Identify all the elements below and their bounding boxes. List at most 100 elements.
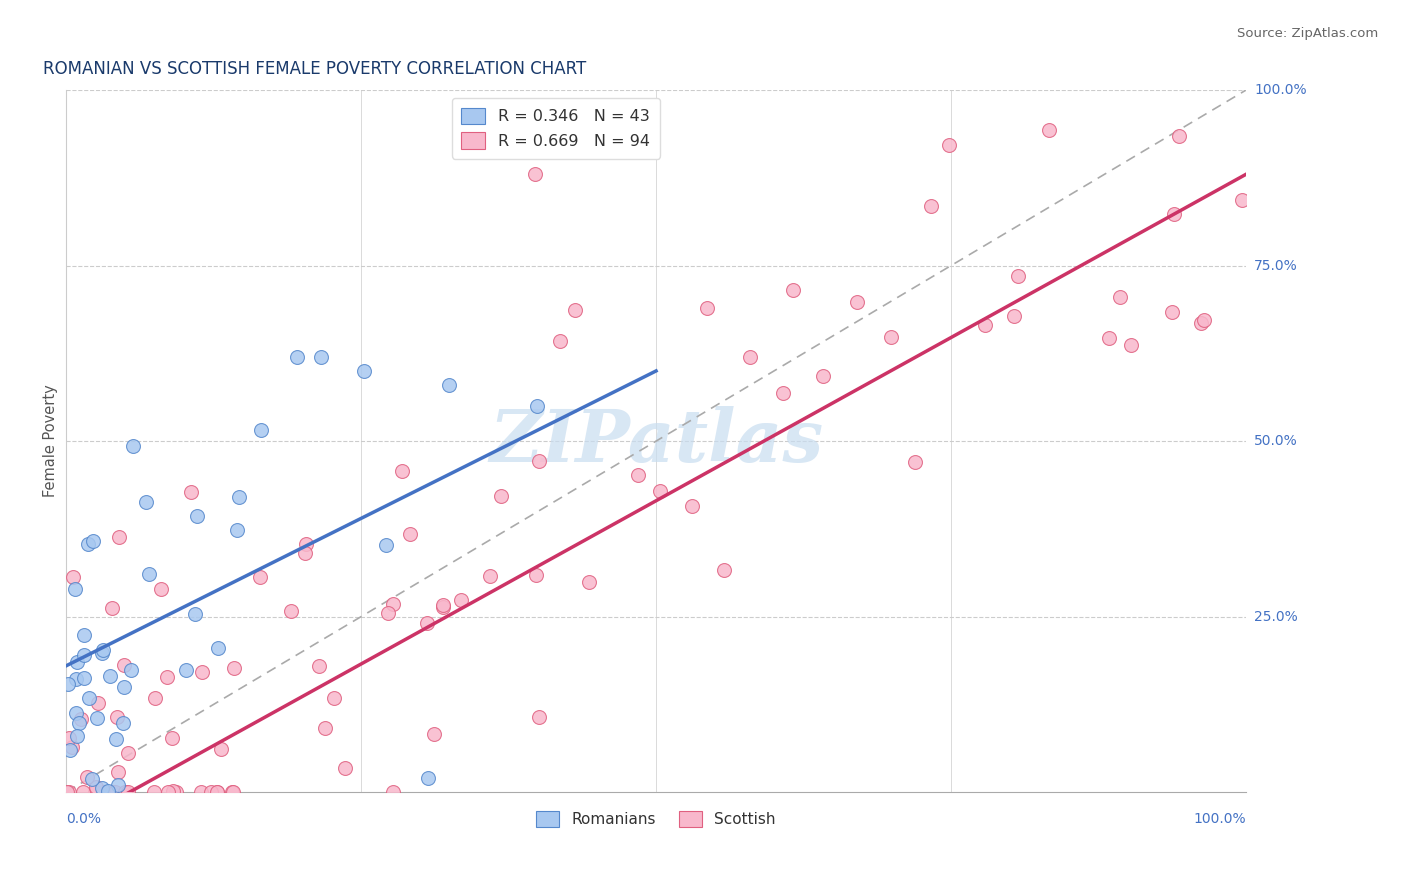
Point (209, 742, 232, 756)
Point (135, 494, 157, 508)
Point (91, 785, 114, 799)
Point (108, 530, 131, 544)
Point (920, 199, 942, 213)
Point (713, 564, 735, 578)
Point (375, 538, 398, 552)
Point (117, 746, 139, 760)
Point (450, 592, 472, 607)
Point (249, 423, 271, 437)
Text: Source: ZipAtlas.com: Source: ZipAtlas.com (1237, 27, 1378, 40)
Text: 100.0%: 100.0% (1254, 83, 1306, 97)
Point (627, 468, 650, 483)
Point (249, 570, 271, 584)
Y-axis label: Female Poverty: Female Poverty (44, 384, 58, 498)
Point (845, 294, 868, 309)
Point (207, 785, 229, 799)
Point (104, 785, 127, 799)
Point (382, 597, 405, 611)
Point (423, 726, 446, 740)
Point (90, 780, 112, 795)
Point (1098, 331, 1121, 345)
Point (226, 523, 249, 537)
Point (100, 785, 122, 799)
Point (191, 665, 214, 680)
Point (69, 712, 91, 726)
Point (782, 283, 804, 297)
Point (938, 138, 960, 153)
Point (90, 646, 112, 660)
Point (112, 680, 135, 694)
Text: 100.0%: 100.0% (1194, 812, 1246, 825)
Point (207, 785, 229, 799)
Point (84, 785, 107, 799)
Point (162, 784, 184, 798)
Point (72, 785, 94, 799)
Legend: Romanians, Scottish: Romanians, Scottish (530, 805, 782, 833)
Point (1189, 316, 1212, 330)
Point (399, 526, 422, 541)
Point (904, 455, 927, 469)
Point (526, 399, 548, 413)
Point (489, 489, 512, 503)
Text: 50.0%: 50.0% (1254, 434, 1298, 448)
Point (1038, 123, 1060, 137)
Point (156, 785, 179, 799)
Point (174, 663, 197, 677)
Point (200, 785, 222, 799)
Point (415, 616, 437, 631)
Point (813, 369, 835, 384)
Point (66, 655, 89, 669)
Text: 25.0%: 25.0% (1254, 609, 1298, 624)
Point (377, 606, 399, 620)
Point (228, 490, 250, 504)
Point (117, 785, 139, 799)
Text: ZIPatlas: ZIPatlas (489, 406, 823, 476)
Point (479, 568, 502, 582)
Point (82, 534, 104, 549)
Point (97, 784, 120, 798)
Point (772, 385, 794, 400)
Point (548, 334, 571, 348)
Point (76, 770, 98, 784)
Point (314, 722, 336, 736)
Point (432, 598, 454, 612)
Point (323, 690, 346, 705)
Point (105, 710, 128, 724)
Point (184, 607, 207, 622)
Point (150, 582, 173, 596)
Point (190, 785, 212, 799)
Point (1192, 312, 1215, 326)
Point (222, 785, 245, 799)
Point (1230, 194, 1253, 208)
Point (73, 648, 96, 663)
Point (308, 659, 330, 673)
Point (696, 301, 718, 315)
Point (91, 642, 114, 657)
Point (1121, 338, 1143, 352)
Point (1163, 207, 1185, 221)
Point (1002, 309, 1025, 323)
Point (738, 350, 761, 364)
Point (418, 771, 440, 785)
Point (72, 671, 94, 685)
Point (578, 575, 600, 590)
Point (101, 600, 124, 615)
Point (207, 640, 229, 655)
Point (648, 484, 671, 499)
Point (98, 669, 121, 683)
Point (107, 779, 129, 793)
Point (564, 303, 586, 318)
Point (86, 711, 108, 725)
Point (138, 566, 160, 581)
Point (1161, 304, 1184, 318)
Point (114, 785, 136, 799)
Point (391, 464, 413, 478)
Point (156, 670, 179, 684)
Point (221, 785, 243, 799)
Point (120, 663, 142, 677)
Point (77, 536, 100, 550)
Point (880, 329, 903, 343)
Point (66, 730, 89, 744)
Point (1007, 269, 1029, 284)
Point (382, 785, 405, 799)
